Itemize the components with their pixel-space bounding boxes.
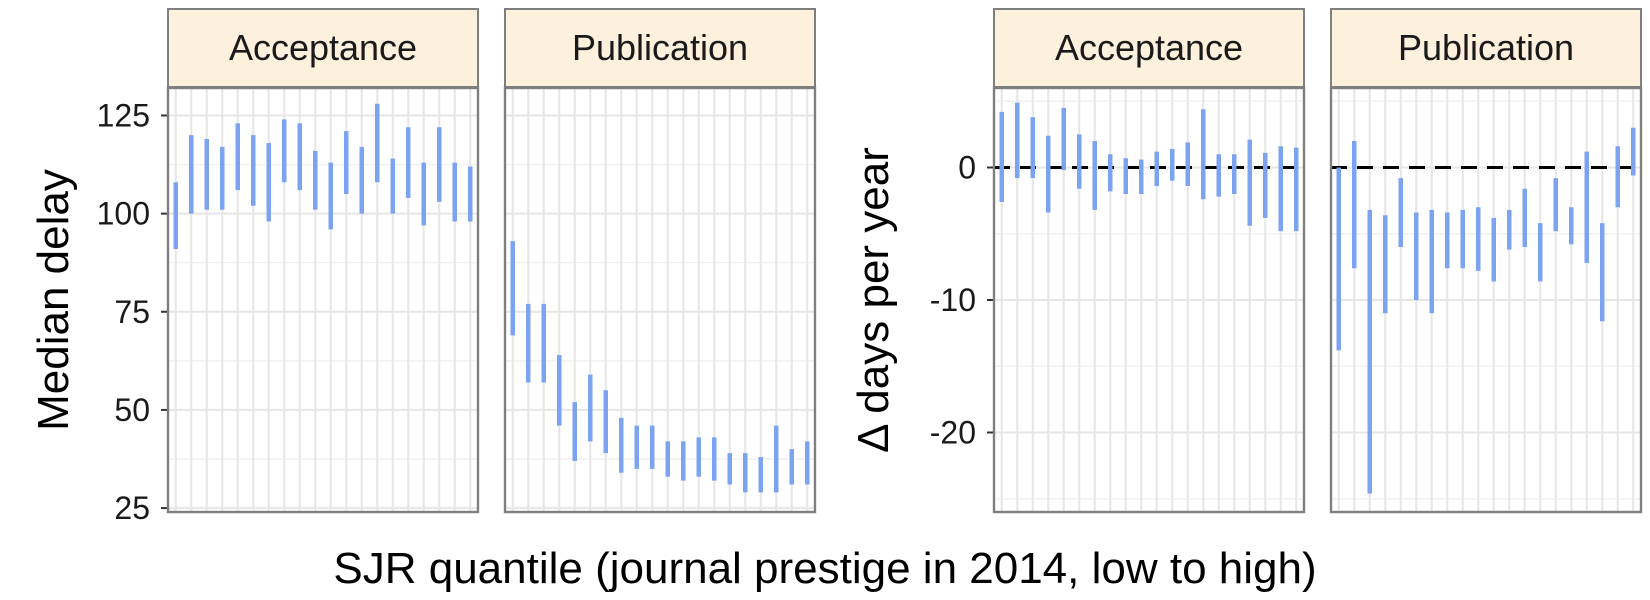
y-tick-label: 50 (114, 392, 150, 428)
facet-strip (167, 8, 479, 88)
y-ticks-right: -20 -10 0 (930, 150, 994, 451)
facet-strip-label: Publication (1398, 27, 1574, 68)
y-axis-title-right: Δ days per year (849, 147, 898, 453)
panel-border (166, 86, 480, 514)
panel-background (505, 88, 815, 512)
panel-border (1329, 86, 1643, 514)
y-ticks-left: 25 50 75 100 125 (97, 97, 168, 526)
y-tick-label: -10 (930, 282, 976, 318)
y-tick-label: 100 (97, 196, 150, 232)
chart-right: Δ days per year -20 -10 0 Acceptance Publi… (849, 8, 1643, 514)
panel-publication-delta: Publication (1329, 8, 1643, 514)
facet-strip-label: Acceptance (229, 27, 417, 68)
chart-left: Median delay 25 50 75 100 125 Acceptance Pub… (29, 8, 817, 526)
y-axis-title-left: Median delay (29, 169, 78, 431)
panel-border (503, 86, 817, 514)
facet-strip (993, 8, 1305, 88)
x-axis-title: SJR quantile (journal prestige in 2014, … (333, 544, 1316, 593)
y-tick-label: 25 (114, 490, 150, 526)
facet-strip (1330, 8, 1642, 88)
panel-publication-median: Publication (503, 8, 817, 514)
panel-border (992, 86, 1306, 514)
facet-strip-label: Acceptance (1055, 27, 1243, 68)
y-tick-label: -20 (930, 415, 976, 451)
facet-strip-label: Publication (572, 27, 748, 68)
y-tick-label: 125 (97, 97, 150, 133)
y-tick-label: 0 (958, 150, 976, 186)
y-tick-label: 75 (114, 294, 150, 330)
panel-acceptance-median: Acceptance (166, 8, 480, 514)
panel-acceptance-delta: Acceptance (992, 8, 1306, 514)
panel-background (168, 88, 478, 512)
facet-strip (504, 8, 816, 88)
